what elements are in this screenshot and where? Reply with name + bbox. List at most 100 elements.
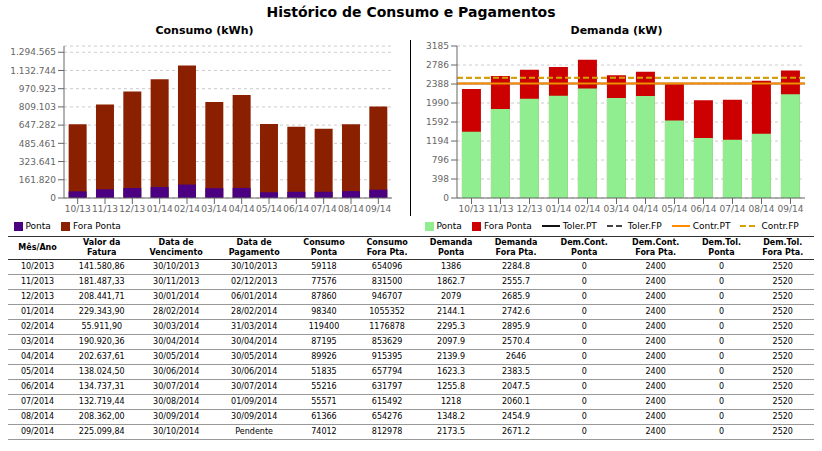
html-text:11/2013: 11/2013 [20,277,55,286]
svg-text:07/14: 07/14 [719,204,745,214]
html-text:59118: 59118 [311,262,337,271]
html-text:2400: 2400 [645,292,666,301]
html-text:Toler.PT: Toler.PT [562,221,597,231]
svg-text:1.132.744: 1.132.744 [10,66,56,76]
html-text:Histórico de Consumo e Pagamen: Histórico de Consumo e Pagamentos [266,4,556,20]
svg-text:12/13: 12/13 [119,204,145,214]
html-text:77576: 77576 [311,277,337,286]
html-text:28/02/2014: 28/02/2014 [231,307,278,316]
svg-text:323.641: 323.641 [18,157,55,167]
html-text:Dem.Tol. Fora Pta.: Dem.Tol. Fora Pta. [762,238,804,257]
svg-text:970.923: 970.923 [18,84,55,94]
html-text:12/2013: 12/2013 [20,292,55,301]
html-text:2555.7: 2555.7 [502,277,530,286]
html-text:Dem.Cont. Fora Pta.: Dem.Cont. Fora Pta. [632,238,680,257]
html-text:Ponta: Ponta [436,221,462,231]
html-text:Demanda (kW): Demanda (kW) [570,24,663,37]
html-text:Contr.PT: Contr.PT [692,221,731,231]
svg-text:2388: 2388 [426,79,449,89]
svg-text:0: 0 [50,193,56,203]
html-text:Fora Ponta: Fora Ponta [72,221,121,231]
html-text:10/2013: 10/2013 [20,262,55,271]
svg-text:485.461: 485.461 [18,139,55,149]
svg-text:10/13: 10/13 [64,204,90,214]
html-text:30/11/2013: 30/11/2013 [153,277,200,286]
svg-text:11/13: 11/13 [92,204,118,214]
svg-text:02/14: 02/14 [174,204,200,214]
html-text:Dem.Tol. Ponta: Dem.Tol. Ponta [701,238,741,257]
html-text:831500: 831500 [371,277,403,286]
svg-text:796: 796 [431,155,448,165]
svg-text:01/14: 01/14 [146,204,172,214]
svg-text:05/14: 05/14 [256,204,282,214]
html-text:30/10/2013: 30/10/2013 [153,262,200,271]
html-text:Dem.Cont. Ponta: Dem.Cont. Ponta [560,238,608,257]
svg-text:04/14: 04/14 [632,204,658,214]
svg-text:09/14: 09/14 [365,204,391,214]
svg-text:3185: 3185 [426,41,449,51]
html-text:Demanda Ponta: Demanda Ponta [429,238,473,257]
html-text:2400: 2400 [645,262,666,271]
svg-text:1990: 1990 [426,98,449,108]
html-text:01/2014: 01/2014 [20,307,55,316]
svg-text:09/14: 09/14 [777,204,803,214]
html-text:229.343,90: 229.343,90 [78,307,125,316]
html-text:2685.9: 2685.9 [502,292,530,301]
html-text:30/01/2014: 30/01/2014 [153,292,200,301]
svg-text:2786: 2786 [426,60,449,70]
html-text:Data de Pagamento: Data de Pagamento [228,238,280,257]
html-text:Consumo (kWh): Consumo (kWh) [155,24,254,37]
svg-text:398: 398 [431,174,448,184]
html-text:2079: 2079 [440,292,462,301]
svg-text:05/14: 05/14 [661,204,687,214]
svg-text:06/14: 06/14 [283,204,309,214]
svg-text:08/14: 08/14 [338,204,364,214]
html-text:654096: 654096 [371,262,403,271]
html-text:2520: 2520 [772,277,793,286]
svg-text:03/14: 03/14 [603,204,629,214]
html-text:98340: 98340 [311,307,337,316]
html-text:Consumo Fora Pta.: Consumo Fora Pta. [366,238,408,257]
svg-text:0: 0 [443,193,449,203]
svg-text:08/14: 08/14 [748,204,774,214]
html-text:946707: 946707 [371,292,403,301]
html-text:Toler.FP: Toler.FP [627,221,662,231]
svg-text:1.294.565: 1.294.565 [10,47,56,57]
svg-text:06/14: 06/14 [690,204,716,214]
svg-text:1194: 1194 [426,136,449,146]
html-text:2520: 2520 [772,262,793,271]
html-text:06/01/2014: 06/01/2014 [231,292,278,301]
svg-text:809.103: 809.103 [18,102,55,112]
html-text:181.487,33: 181.487,33 [78,277,125,286]
html-text:1862.7: 1862.7 [437,277,466,286]
html-text:Ponta: Ponta [25,221,51,231]
html-text:Data de Vencimento: Data de Vencimento [149,238,203,257]
svg-text:07/14: 07/14 [310,204,336,214]
html-text:Contr.FP: Contr.FP [761,221,799,231]
html-text:Consumo Ponta: Consumo Ponta [303,238,345,257]
html-text:Fora Ponta: Fora Ponta [483,221,532,231]
html-text:Mês/Ano: Mês/Ano [18,243,57,252]
html-text:208.441,71: 208.441,71 [78,292,125,301]
html-text:2284.8: 2284.8 [502,262,530,271]
html-text:30/10/2013: 30/10/2013 [231,262,278,271]
html-text:1386: 1386 [440,262,462,271]
html-text:Valor da Fatura: Valor da Fatura [83,238,121,257]
svg-text:02/14: 02/14 [574,204,600,214]
html-text:2400: 2400 [645,277,666,286]
svg-text:04/14: 04/14 [228,204,254,214]
svg-text:12/13: 12/13 [516,204,542,214]
svg-text:647.282: 647.282 [18,120,55,130]
svg-text:03/14: 03/14 [201,204,227,214]
html-text:02/12/2013: 02/12/2013 [231,277,278,286]
html-text:Demanda Fora Pta.: Demanda Fora Pta. [494,238,538,257]
svg-text:161.820: 161.820 [18,175,55,185]
html-text:141.580,86: 141.580,86 [78,262,125,271]
html-text:2520: 2520 [772,292,793,301]
html-text:28/02/2014: 28/02/2014 [153,307,200,316]
svg-text:01/14: 01/14 [545,204,571,214]
html-text:87860: 87860 [311,292,337,301]
svg-text:11/13: 11/13 [487,204,513,214]
svg-text:1592: 1592 [426,117,449,127]
svg-text:10/13: 10/13 [458,204,484,214]
